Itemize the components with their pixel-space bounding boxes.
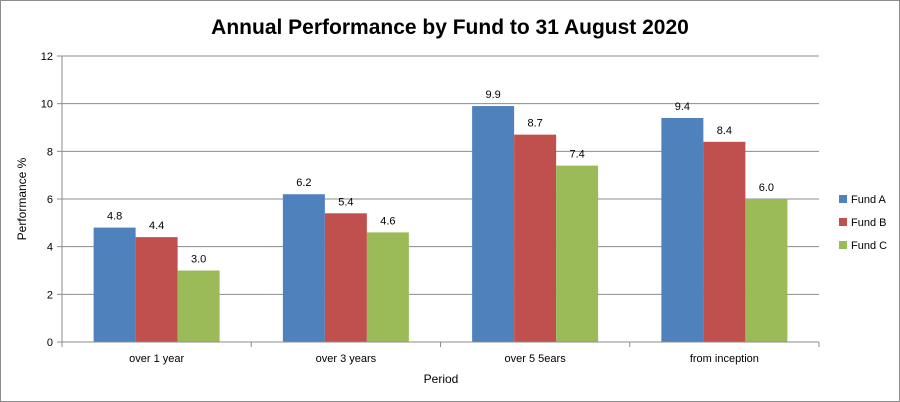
legend-swatch [839, 218, 847, 226]
y-tick-label: 10 [41, 99, 53, 111]
bar [324, 213, 367, 342]
x-tick-label: from inception [690, 353, 759, 365]
legend-swatch [839, 241, 847, 249]
y-tick-label: 12 [41, 51, 53, 63]
axes: 0 2 4 6 8 10 12 over 1 year over 3 years over 5 5… [41, 51, 820, 365]
bar [177, 270, 220, 342]
y-axis-title: Performance % [15, 157, 29, 240]
bar [472, 106, 515, 342]
data-label: 8.7 [527, 118, 542, 130]
y-tick-label: 8 [47, 146, 53, 158]
data-label: 4.6 [380, 215, 395, 227]
x-tick-label: over 1 year [129, 353, 184, 365]
data-label: 4.4 [149, 220, 164, 232]
bar [703, 141, 746, 342]
legend-label: Fund A [851, 194, 887, 206]
legend-label: Fund B [851, 217, 886, 229]
x-axis-title: Period [424, 372, 459, 386]
data-label: 4.8 [107, 211, 122, 223]
bar [661, 117, 704, 342]
data-label: 7.4 [569, 149, 584, 161]
y-tick-label: 2 [47, 289, 53, 301]
data-label: 6.0 [759, 182, 774, 194]
bar [514, 134, 557, 342]
data-label: 3.0 [191, 254, 206, 266]
bar [135, 237, 178, 342]
data-labels: 4.8 4.4 3.0 6.2 5.4 4.6 9.9 8.7 7.4 9.4 8.4 6.0 [107, 89, 774, 265]
legend: Fund A Fund B Fund C [839, 194, 887, 252]
legend-swatch [839, 195, 847, 203]
bar [282, 194, 325, 342]
x-tick-label: over 5 5ears [505, 353, 567, 365]
bar [93, 227, 136, 342]
bars [93, 106, 788, 342]
bar [366, 232, 409, 342]
data-label: 9.9 [485, 89, 500, 101]
data-label: 5.4 [338, 196, 353, 208]
y-tick-label: 0 [47, 337, 53, 349]
bar [556, 165, 599, 342]
y-tick-label: 4 [47, 242, 53, 254]
data-label: 8.4 [717, 125, 732, 137]
legend-label: Fund C [851, 240, 887, 252]
y-tick-label: 6 [47, 194, 53, 206]
data-label: 9.4 [675, 101, 690, 113]
bar [745, 199, 788, 342]
x-tick-label: over 3 years [316, 353, 377, 365]
chart-title: Annual Performance by Fund to 31 August … [211, 16, 689, 39]
data-label: 6.2 [296, 177, 311, 189]
